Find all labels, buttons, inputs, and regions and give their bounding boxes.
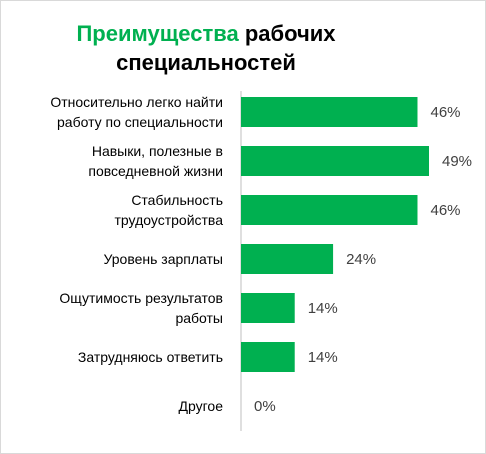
chart-title-rest: рабочих специальностей	[116, 21, 336, 75]
category-label-line: работу по специальности	[57, 114, 223, 130]
category-label-line: повседневной жизни	[88, 163, 223, 179]
bar-1	[241, 146, 429, 176]
bar-0	[241, 97, 418, 127]
category-label-5: Затрудняюсь ответить	[78, 349, 223, 365]
category-label-line: Затрудняюсь ответить	[78, 349, 223, 365]
value-label-5: 14%	[308, 349, 338, 366]
category-label-line: Другое	[179, 398, 224, 414]
category-label-line: трудоустройства	[115, 212, 224, 228]
bar-5	[241, 342, 295, 372]
value-label-6: 0%	[254, 398, 276, 415]
value-label-3: 24%	[346, 251, 376, 268]
category-label-0: Относительно легко найти работу по специа…	[50, 94, 223, 130]
category-label-line: Стабильность	[131, 192, 223, 208]
category-label-3: Уровень зарплаты	[103, 251, 223, 267]
category-label-6: Другое	[179, 398, 224, 414]
category-label-2: Стабильность трудоустройства	[115, 192, 224, 228]
chart-title: Преимущества рабочих специальностей	[41, 19, 371, 77]
bar-4	[241, 293, 295, 323]
category-label-line: работы	[175, 310, 223, 326]
value-label-1: 49%	[442, 153, 472, 170]
value-label-2: 46%	[430, 202, 460, 219]
category-label-line: Относительно легко найти	[50, 94, 223, 110]
category-label-4: Ощутимость результатов работы	[59, 290, 223, 326]
category-label-line: Навыки, полезные в	[92, 143, 223, 159]
chart-title-accent: Преимущества	[76, 21, 239, 46]
category-label-line: Ощутимость результатов	[59, 290, 223, 306]
bar-3	[241, 244, 334, 274]
bar-2	[241, 195, 418, 225]
category-label-1: Навыки, полезные в повседневной жизни	[88, 143, 223, 179]
value-label-4: 14%	[308, 300, 338, 317]
category-label-line: Уровень зарплаты	[103, 251, 223, 267]
value-label-0: 46%	[430, 104, 460, 121]
